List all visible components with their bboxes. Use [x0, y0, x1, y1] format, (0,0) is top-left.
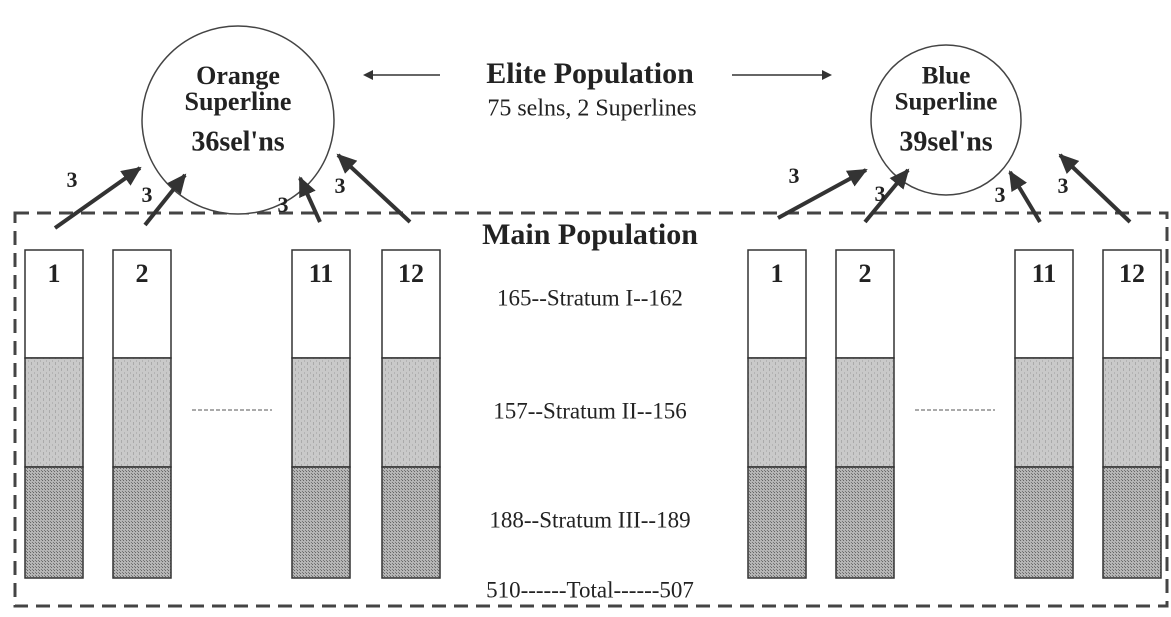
- superline-name: Superline: [895, 89, 998, 116]
- arrow-label: 3: [875, 181, 886, 206]
- stratum-bottom: [381, 466, 441, 579]
- column-label: 1: [48, 259, 61, 288]
- selection-arrow: [777, 168, 868, 220]
- superline-name: Blue: [922, 63, 971, 90]
- stratum-mid: [1102, 357, 1162, 468]
- column-label: 2: [136, 259, 149, 288]
- arrow-label: 3: [278, 192, 289, 217]
- superline-name: Orange: [196, 61, 280, 90]
- stratum-bottom: [747, 466, 807, 579]
- selection-arrow: [1008, 170, 1042, 224]
- selection-arrow: [143, 173, 187, 227]
- stratum-top: [1014, 249, 1074, 359]
- main-box: [13, 211, 1169, 608]
- column-label: 1: [771, 259, 784, 288]
- selection-arrow: [863, 168, 910, 224]
- selection-arrow: [298, 176, 322, 223]
- stratum-top: [112, 249, 172, 359]
- stratum: 165--Stratum I--162: [497, 285, 683, 310]
- stratum-mid: [24, 357, 84, 468]
- superline-selections: 39sel'ns: [899, 126, 992, 157]
- selection-arrow: [53, 166, 142, 230]
- arrow-label: 3: [335, 173, 346, 198]
- main-title: Main Population: [482, 218, 698, 251]
- blue-circle: [870, 44, 1022, 196]
- stratum-bottom: [24, 466, 84, 579]
- column-label: 11: [309, 259, 334, 288]
- stratum-mid: [747, 357, 807, 468]
- elite-subtitle: 75 selns, 2 Superlines: [487, 96, 696, 122]
- arrow-label: 3: [67, 167, 78, 192]
- arrow-label: 3: [142, 182, 153, 207]
- stratum-mid: [1014, 357, 1074, 468]
- stratum: 157--Stratum II--156: [493, 398, 687, 423]
- arrow-label: 3: [995, 182, 1006, 207]
- stratum-top: [1102, 249, 1162, 359]
- column-label: 2: [859, 259, 872, 288]
- stratum-mid: [112, 357, 172, 468]
- superline-name: Superline: [185, 87, 292, 116]
- selection-arrow: [336, 153, 412, 224]
- superline-selections: 36sel'ns: [191, 126, 284, 157]
- stratum-mid: [381, 357, 441, 468]
- stratum-mid: [291, 357, 351, 468]
- elite-title: Elite Population: [486, 57, 694, 90]
- stratum-top: [24, 249, 84, 359]
- stratum-bottom: [835, 466, 895, 579]
- selection-arrow: [1058, 153, 1132, 224]
- stratum-top: [381, 249, 441, 359]
- stratum-mid: [835, 357, 895, 468]
- arrow-label: 3: [1058, 173, 1069, 198]
- stratum-top: [291, 249, 351, 359]
- stratum-top: [747, 249, 807, 359]
- stratum-bottom: [291, 466, 351, 579]
- stratum-top: [835, 249, 895, 359]
- column-label: 12: [398, 259, 424, 288]
- orange-circle: [141, 25, 335, 215]
- column-label: 11: [1032, 259, 1057, 288]
- total: 510------Total------507: [486, 577, 694, 602]
- stratum: 188--Stratum III--189: [489, 507, 690, 532]
- arrow-label: 3: [789, 163, 800, 188]
- column-label: 12: [1119, 259, 1145, 288]
- stratum-bottom: [112, 466, 172, 579]
- stratum-bottom: [1102, 466, 1162, 579]
- stratum-bottom: [1014, 466, 1074, 579]
